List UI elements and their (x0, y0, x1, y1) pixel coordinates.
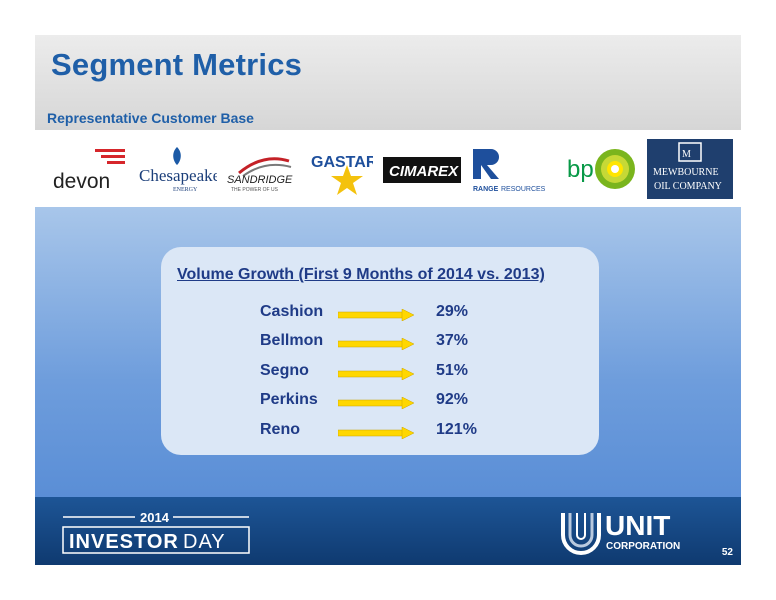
panel-title: Volume Growth (First 9 Months of 2014 vs… (177, 266, 545, 283)
svg-text:2014: 2014 (140, 510, 170, 525)
chesapeake-logo-graphic: Chesapeake ENERGY (139, 147, 217, 193)
svg-text:RANGE: RANGE (473, 186, 499, 193)
page-title: Segment Metrics (51, 47, 303, 82)
field-name: Cashion (260, 303, 324, 320)
arrow-icon (338, 397, 414, 409)
cimarex-logo-graphic: CIMAREX (383, 157, 461, 183)
svg-text:bp: bp (567, 156, 594, 183)
growth-value: 121% (436, 421, 477, 438)
arrow-icon (338, 309, 414, 321)
arrow-icon (338, 427, 414, 439)
range-resources-logo: RANGE RESOURCES (467, 143, 559, 197)
growth-value: 51% (436, 362, 469, 379)
slide: Segment Metrics Representative Customer … (35, 35, 741, 565)
arrow-icon (338, 368, 414, 380)
range-resources-logo-graphic: RANGE RESOURCES (473, 149, 546, 193)
svg-text:ENERGY: ENERGY (173, 187, 198, 193)
investor-day-logo: 2014 INVESTOR DAY (62, 510, 250, 554)
customer-logos-strip: devon Chesapeake ENERGY SANDRIDGE THE PO… (35, 133, 741, 207)
growth-row: Reno 121% (260, 421, 520, 443)
svg-text:GASTAR: GASTAR (311, 154, 373, 171)
svg-text:THE POWER OF US: THE POWER OF US (231, 187, 279, 193)
svg-text:DAY: DAY (183, 531, 226, 553)
page-subtitle: Representative Customer Base (47, 110, 254, 126)
svg-text:CIMAREX: CIMAREX (389, 163, 459, 180)
field-name: Reno (260, 421, 300, 438)
chesapeake-logo: Chesapeake ENERGY (137, 143, 217, 197)
header-band: Segment Metrics Representative Customer … (35, 35, 741, 130)
growth-row: Bellmon 37% (260, 332, 520, 354)
field-name: Bellmon (260, 332, 324, 349)
svg-text:RESOURCES: RESOURCES (501, 186, 546, 193)
growth-row: Cashion 29% (260, 303, 520, 325)
svg-text:INVESTOR: INVESTOR (69, 531, 179, 553)
gastar-logo-graphic: GASTAR (311, 154, 373, 195)
devon-logo-graphic: devon (53, 149, 125, 193)
growth-row: Segno 51% (260, 362, 520, 384)
devon-logo: devon (51, 145, 131, 195)
mewbourne-logo-graphic: M MEWBOURNE OIL COMPANY (647, 139, 733, 199)
gastar-logo: GASTAR (307, 141, 373, 199)
devon-text: devon (53, 170, 110, 193)
bp-logo-graphic: bp (567, 149, 635, 189)
page-number: 52 (721, 547, 733, 558)
svg-text:M: M (682, 149, 691, 160)
growth-value: 37% (436, 332, 469, 349)
bp-logo: bp (565, 141, 639, 199)
sandridge-logo-graphic: SANDRIDGE THE POWER OF US (227, 157, 293, 193)
cimarex-logo: CIMAREX (383, 155, 461, 185)
growth-value: 92% (436, 391, 469, 408)
field-name: Perkins (260, 391, 318, 408)
svg-text:UNIT: UNIT (605, 510, 670, 541)
content-area: Volume Growth (First 9 Months of 2014 vs… (35, 207, 741, 497)
volume-growth-panel: Volume Growth (First 9 Months of 2014 vs… (161, 247, 599, 455)
svg-text:MEWBOURNE: MEWBOURNE (653, 167, 719, 178)
unit-corporation-logo: UNIT CORPORATION (561, 510, 680, 555)
sandridge-logo: SANDRIDGE THE POWER OF US (225, 143, 301, 197)
svg-text:SANDRIDGE: SANDRIDGE (227, 174, 293, 186)
svg-text:Chesapeake: Chesapeake (139, 166, 217, 185)
field-name: Segno (260, 362, 309, 379)
svg-text:CORPORATION: CORPORATION (606, 541, 680, 552)
arrow-icon (338, 338, 414, 350)
growth-row: Perkins 92% (260, 391, 520, 413)
svg-text:OIL COMPANY: OIL COMPANY (654, 181, 722, 192)
footer-band: 2014 INVESTOR DAY UNIT CORPORATION 52 (35, 497, 741, 565)
mewbourne-logo: M MEWBOURNE OIL COMPANY (647, 139, 733, 199)
growth-value: 29% (436, 303, 469, 320)
